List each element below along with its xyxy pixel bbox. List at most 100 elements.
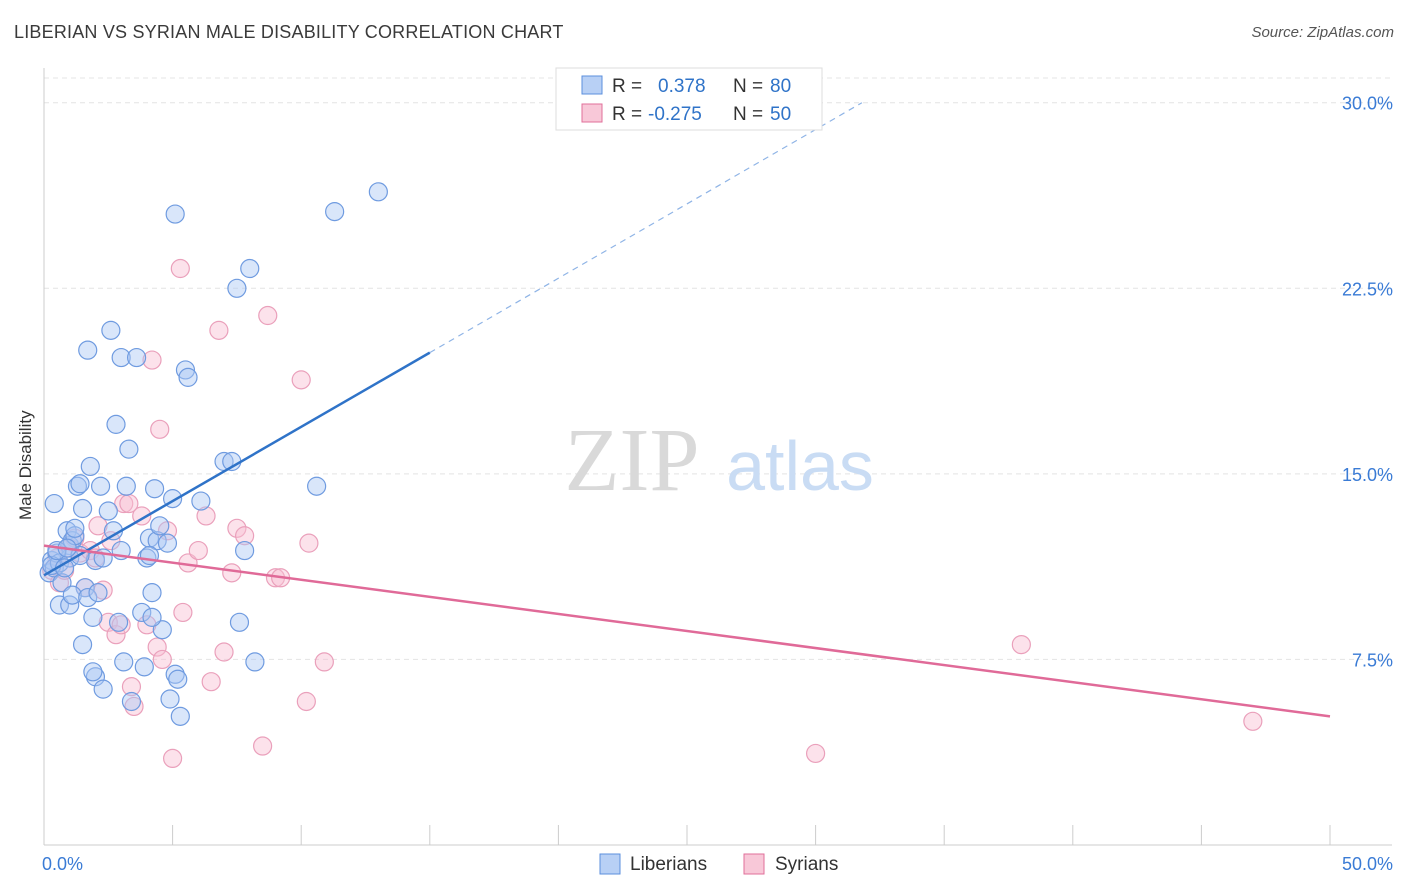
liberians-trend-extension (429, 102, 863, 354)
liberian-point (65, 518, 85, 538)
syrian-point (188, 540, 208, 561)
liberian-point (116, 476, 136, 496)
bottom-legend: Liberians Syrians (599, 853, 838, 875)
bottom-legend-label-syrians: Syrians (775, 854, 838, 875)
syrian-point (201, 672, 221, 692)
liberian-point (165, 664, 185, 684)
liberian-point (227, 278, 247, 298)
liberian-point (170, 706, 190, 726)
liberian-point (139, 528, 160, 548)
syrian-point (805, 743, 826, 764)
legend-r-label-liberians: R = (612, 76, 642, 97)
liberian-point (121, 691, 142, 712)
legend-r-value-liberians: 0.378 (658, 76, 706, 97)
liberian-point (83, 662, 103, 682)
syrian-point (1243, 711, 1263, 731)
liberian-point (72, 634, 93, 655)
liberian-point (111, 347, 131, 368)
y-tick-label: 15.0% (1342, 465, 1393, 485)
bottom-legend-swatch-liberians (599, 853, 621, 875)
liberian-point (78, 340, 98, 360)
syrian-point (121, 677, 142, 697)
liberian-point (307, 476, 327, 496)
x-tick-label-start: 0.0% (42, 854, 83, 874)
liberian-point (83, 607, 103, 627)
legend-n-value-syrians: 50 (770, 104, 791, 125)
liberian-point (67, 476, 88, 496)
liberians-trend-line (43, 351, 431, 577)
liberian-point (72, 498, 93, 519)
liberian-point (108, 612, 129, 632)
syrian-point (150, 419, 170, 439)
liberian-point (325, 202, 345, 222)
liberian-point (245, 652, 265, 672)
watermark-atlas: atlas (726, 427, 874, 505)
liberian-point (119, 439, 139, 459)
liberian-point (165, 204, 185, 224)
syrian-point (106, 625, 126, 645)
syrian-point (173, 602, 193, 623)
liberian-point (175, 360, 196, 380)
liberian-point (157, 533, 178, 553)
trend-lines (43, 102, 1331, 718)
source-credit: Source: ZipAtlas.com (1251, 24, 1394, 41)
liberian-point (78, 587, 98, 608)
syrian-point (196, 506, 216, 526)
syrian-point (111, 615, 131, 635)
legend-swatch-liberians (581, 75, 603, 95)
liberian-point (142, 607, 162, 627)
y-tick-label: 22.5% (1342, 279, 1393, 299)
liberian-point (49, 595, 70, 615)
legend-n-label-syrians: N = (733, 104, 763, 125)
legend-n-value-liberians: 80 (770, 76, 791, 97)
liberians-points (39, 182, 388, 726)
liberian-point (44, 493, 64, 514)
liberian-point (160, 689, 180, 709)
liberian-point (150, 516, 170, 536)
syrians-trend-line (43, 544, 1331, 718)
liberian-point (229, 612, 250, 632)
liberian-point (178, 367, 198, 387)
bottom-legend-label-liberians: Liberians (630, 854, 707, 875)
liberian-point (235, 540, 255, 561)
legend-box: R = 0.378 N = 80 R = -0.275 N = 50 (555, 67, 823, 131)
liberian-point (101, 320, 121, 340)
syrian-point (235, 526, 255, 546)
watermark-zip: ZIP (565, 411, 700, 510)
liberian-point (142, 583, 162, 603)
liberian-point (134, 657, 154, 677)
syrian-point (222, 563, 242, 583)
syrians-points (42, 258, 1263, 769)
legend-r-label-syrians: R = (612, 104, 642, 125)
liberian-point (368, 182, 388, 202)
syrian-point (227, 518, 247, 538)
legend-n-label-liberians: N = (733, 76, 763, 97)
syrian-point (124, 696, 144, 717)
chart-title: LIBERIAN VS SYRIAN MALE DISABILITY CORRE… (14, 22, 564, 42)
liberian-point (88, 583, 108, 603)
liberian-point (126, 347, 147, 368)
liberian-point (132, 602, 152, 623)
syrian-point (291, 370, 311, 390)
legend-r-value-syrians: -0.275 (648, 104, 702, 125)
liberian-point (191, 491, 211, 511)
liberian-point (62, 585, 82, 605)
syrian-point (142, 350, 162, 370)
syrian-point (296, 691, 316, 712)
axes (43, 68, 1392, 846)
tick-labels: 7.5% 15.0% 22.5% 30.0% 0.0% 50.0% (42, 94, 1393, 874)
liberian-point (152, 620, 172, 640)
syrian-point (299, 533, 319, 553)
liberian-point (52, 573, 72, 593)
liberian-point (240, 258, 260, 279)
legend-swatch-syrians (581, 103, 603, 123)
liberian-point (114, 652, 134, 672)
liberian-point (144, 479, 165, 499)
y-tick-label: 30.0% (1342, 94, 1393, 114)
watermark: ZIP atlas (565, 411, 874, 510)
x-tick-label-end: 50.0% (1342, 854, 1393, 874)
syrian-point (88, 516, 108, 536)
syrian-point (314, 652, 334, 672)
liberian-point (80, 456, 100, 477)
syrian-point (170, 258, 190, 279)
